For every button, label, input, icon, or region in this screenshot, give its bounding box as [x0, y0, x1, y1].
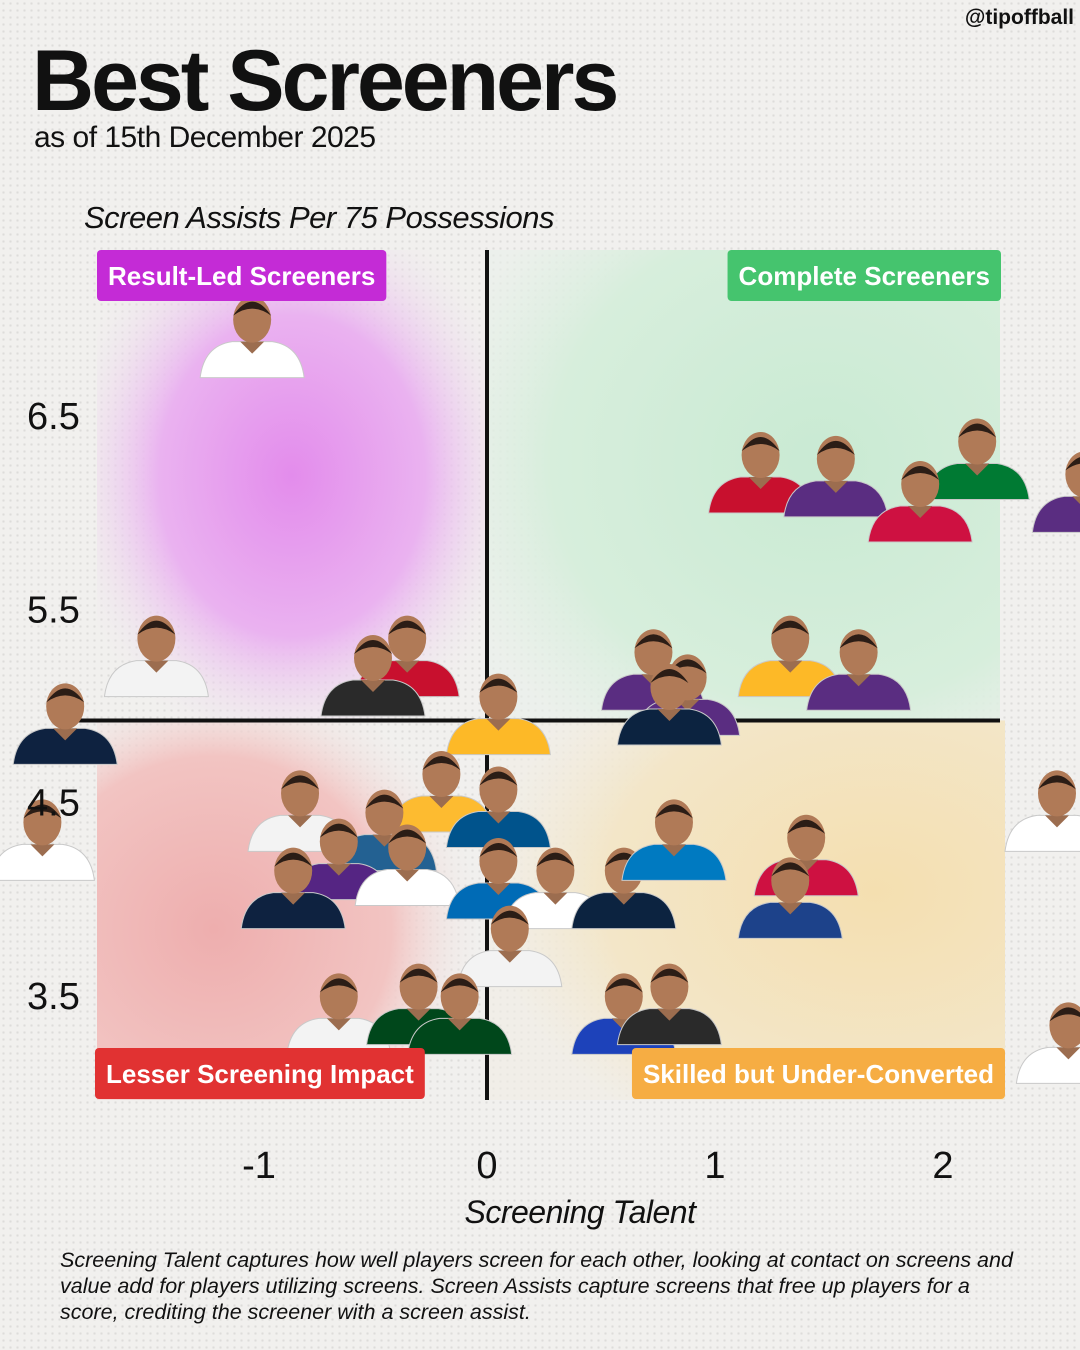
player-point-37 — [616, 963, 722, 1046]
player-point-16 — [12, 683, 118, 765]
y-tick-label: 3.5 — [27, 976, 80, 1018]
quadrant-label: Skilled but Under-Converted — [643, 1059, 994, 1089]
y-tick-label: 5.5 — [27, 589, 80, 631]
quadrant-badge-top-right: Complete Screeners — [727, 250, 1001, 301]
player-point-28 — [621, 799, 727, 881]
quadrant-badge-bottom-left: Lesser Screening Impact — [95, 1048, 425, 1099]
x-tick-label: 1 — [704, 1145, 725, 1187]
x-tick-label: 0 — [476, 1145, 497, 1187]
player-point-9 — [320, 635, 426, 717]
player-point-7 — [103, 615, 209, 698]
player-point-32 — [457, 905, 563, 988]
player-point-27 — [571, 847, 677, 930]
quadrant-badge-bottom-right: Skilled but Under-Converted — [631, 1048, 1005, 1099]
player-point-18 — [0, 799, 95, 881]
chart-title: Best Screeners — [32, 33, 619, 129]
x-tick-label: 2 — [932, 1145, 953, 1187]
player-point-30 — [737, 857, 843, 939]
x-axis-label: Screening Talent — [464, 1194, 696, 1230]
quadrant-label: Result-Led Screeners — [108, 261, 375, 291]
y-tick-label: 6.5 — [27, 396, 80, 438]
player-point-34 — [366, 963, 472, 1046]
player-point-31 — [1004, 770, 1080, 852]
player-point-24 — [240, 847, 346, 930]
quadrant-badge-top-left: Result-Led Screeners — [97, 250, 387, 301]
player-point-14 — [616, 664, 722, 746]
player-point-20 — [445, 766, 551, 848]
player-point-3 — [783, 435, 889, 518]
player-point-35 — [407, 973, 513, 1055]
x-tick-label: -1 — [242, 1145, 276, 1187]
y-tick-label: 4.5 — [27, 783, 80, 825]
author-handle: @tipoffball — [964, 6, 1074, 29]
player-point-4 — [924, 418, 1030, 500]
y-axis-label: Screen Assists Per 75 Possessions — [84, 200, 554, 235]
player-point-1 — [199, 296, 305, 379]
player-point-6 — [1031, 451, 1080, 533]
player-point-5 — [867, 461, 973, 543]
quadrant-label: Complete Screeners — [739, 261, 990, 291]
footnote: Screening Talent captures how well playe… — [60, 1248, 1013, 1324]
player-point-15 — [445, 673, 551, 756]
player-point-33 — [286, 973, 392, 1055]
player-point-38 — [1015, 1002, 1080, 1084]
quadrant-label: Lesser Screening Impact — [106, 1059, 414, 1089]
chart-subtitle: as of 15th December 2025 — [34, 121, 376, 154]
player-point-13 — [806, 629, 912, 711]
